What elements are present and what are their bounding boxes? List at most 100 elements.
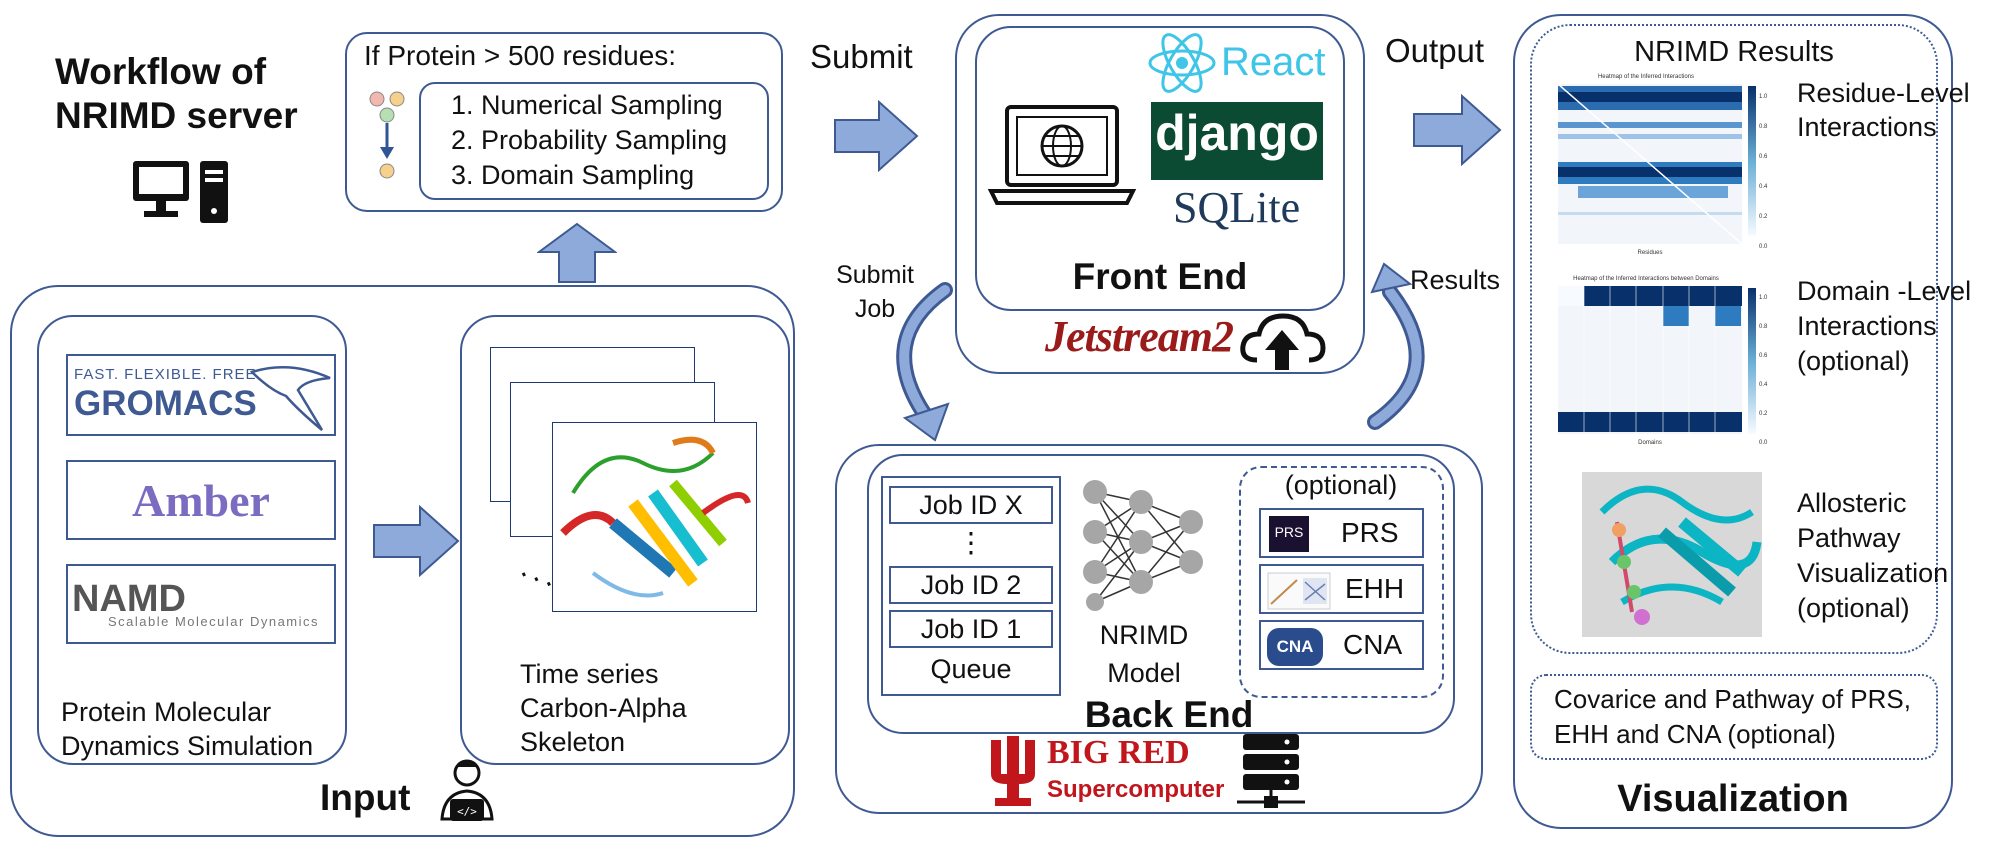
cna-label: CNA xyxy=(1343,629,1403,660)
job-id-2: Job ID 2 xyxy=(889,566,1053,604)
results-label: Results xyxy=(1410,265,1501,295)
optional-title: (optional) xyxy=(1284,470,1398,500)
domain-colorbar-tick: 0.6 xyxy=(1759,353,1768,359)
ehh-thumbnail-icon xyxy=(1267,572,1331,610)
amber-wordmark: Amber xyxy=(132,475,270,526)
submit-job-arrowhead-icon xyxy=(902,402,950,442)
timeseries-caption-line2: Carbon-Alpha xyxy=(520,693,687,723)
backend-label: Back End xyxy=(1084,694,1254,735)
gromacs-wordmark: GROMACS xyxy=(74,384,257,423)
prs-thumbnail-label: PRS xyxy=(1274,524,1304,540)
sqlite-wordmark: SQLite xyxy=(1173,183,1301,232)
pathway-line4: (optional) xyxy=(1797,593,1910,623)
frontend-inner-panel: React django SQLite Front End xyxy=(975,26,1345,311)
page-title-line1: Workflow of xyxy=(55,51,267,92)
sampling-item-1: 1. Numerical Sampling xyxy=(451,90,723,120)
queue-label: Queue xyxy=(930,654,1012,684)
domain-heatmap-colorbar xyxy=(1748,288,1756,434)
svg-text:</>: </> xyxy=(457,805,477,818)
domain-heatmap-xlabel: Domains xyxy=(1638,440,1662,446)
domain-level-line2: Interactions xyxy=(1797,311,1937,341)
django-logo: django xyxy=(1151,102,1323,180)
gromacs-logo: FAST. FLEXIBLE. FREE. GROMACS xyxy=(66,354,336,436)
optional-analysis-panel: (optional) PRS PRS EHH CNA xyxy=(1239,466,1444,698)
sampling-item-2: 2. Probability Sampling xyxy=(451,125,728,155)
results-title: NRIMD Results xyxy=(1634,36,1834,68)
output-arrow-icon xyxy=(1413,94,1502,166)
backend-inner-panel: Job ID X ⋮ Job ID 2 Job ID 1 Queue xyxy=(867,454,1455,735)
domain-colorbar-tick: 0.0 xyxy=(1759,440,1768,446)
allosteric-pathway-image xyxy=(1582,472,1762,637)
gromacs-tagline: FAST. FLEXIBLE. FREE. xyxy=(74,366,262,383)
jetstream-logo: Jetstream2 xyxy=(1045,312,1234,361)
pathway-line3: Visualization xyxy=(1797,558,1949,588)
timeseries-caption-line1: Time series xyxy=(520,659,659,689)
submit-job-line1: Submit xyxy=(836,261,914,289)
sampling-heading: If Protein > 500 residues: xyxy=(364,40,677,71)
visualization-panel: NRIMD Results Heatmap of the Inferred In… xyxy=(1513,14,1971,829)
submit-arrow-icon xyxy=(834,100,919,172)
md-software-panel: FAST. FLEXIBLE. FREE. GROMACS Amber NAMD… xyxy=(37,315,347,765)
up-arrow-icon xyxy=(537,222,617,283)
residue-level-label: Residue-Level Interactions xyxy=(1797,76,1970,144)
user-coding-icon: </> xyxy=(440,759,494,821)
queue-ellipsis: ⋮ xyxy=(957,527,985,558)
supercomputer-wordmark: Supercomputer xyxy=(1047,776,1225,803)
gromacs-bird-icon xyxy=(250,365,331,431)
pathway-line1: Allosteric xyxy=(1797,488,1907,518)
server-rack-icon xyxy=(1237,734,1305,808)
submit-label: Submit xyxy=(810,38,913,75)
django-wordmark: django xyxy=(1155,105,1319,161)
page-title: Workflow of NRIMD server xyxy=(55,50,298,138)
iu-trident-icon xyxy=(991,736,1035,806)
computer-icon xyxy=(133,161,228,223)
simulation-caption-line2: Dynamics Simulation xyxy=(61,731,314,761)
job-id-2-label: Job ID 2 xyxy=(920,570,1022,600)
neural-network-icon xyxy=(1083,480,1203,611)
pathway-line2: Pathway xyxy=(1797,523,1901,553)
protein-ribbon-icon xyxy=(560,436,751,598)
sampling-panel: If Protein > 500 residues: 1. Numerical … xyxy=(345,32,783,212)
covariance-note-text: Covarice and Pathway of PRS, EHH and CNA… xyxy=(1554,682,1911,752)
sampling-node-icon xyxy=(369,91,405,179)
protein-structure-image xyxy=(552,422,757,612)
sampling-list: 1. Numerical Sampling 2. Probability Sam… xyxy=(419,82,769,200)
residue-level-line1: Residue-Level xyxy=(1797,78,1970,108)
residue-colorbar-tick: 0.8 xyxy=(1759,124,1768,130)
namd-wordmark: NAMD xyxy=(72,578,186,620)
pathway-structure-icon xyxy=(1599,485,1762,625)
prs-option: PRS PRS xyxy=(1259,508,1424,558)
simulation-caption-line1: Protein Molecular xyxy=(61,697,272,727)
nrimd-model-caption: NRIMD Model xyxy=(1084,616,1204,692)
input-label: Input xyxy=(320,777,411,818)
amber-logo: Amber xyxy=(66,460,336,540)
namd-logo: NAMD Scalable Molecular Dynamics xyxy=(66,564,336,644)
namd-tagline: Scalable Molecular Dynamics xyxy=(108,614,320,629)
timeseries-panel: ⋱ Time series Carbon-Alpha Skeleton xyxy=(460,315,790,765)
residue-heatmap-colorbar xyxy=(1748,86,1756,236)
residue-heatmap: Heatmap of the Inferred Interactions Res… xyxy=(1546,74,1774,266)
residue-heatmap-xlabel: Residues xyxy=(1637,250,1663,256)
domain-heatmap-title: Heatmap of the Inferred Interactions bet… xyxy=(1573,276,1719,282)
domain-colorbar-tick: 0.2 xyxy=(1759,411,1768,417)
page-title-line2: NRIMD server xyxy=(55,95,298,136)
submit-job-label: Submit Job xyxy=(820,258,930,326)
prs-thumbnail: PRS xyxy=(1269,516,1309,552)
residue-colorbar-tick: 1.0 xyxy=(1759,94,1768,100)
frontend-label: Front End xyxy=(1072,256,1248,297)
residue-colorbar-tick: 0.6 xyxy=(1759,154,1768,160)
domain-level-line3: (optional) xyxy=(1797,346,1910,376)
cna-thumbnail: CNA xyxy=(1267,628,1323,666)
nrimd-results-panel: NRIMD Results Heatmap of the Inferred In… xyxy=(1530,24,1971,654)
output-label: Output xyxy=(1385,32,1485,69)
ehh-option: EHH xyxy=(1259,564,1424,614)
covariance-line2: EHH and CNA (optional) xyxy=(1554,719,1836,749)
residue-colorbar-tick: 0.2 xyxy=(1759,214,1768,220)
domain-level-line1: Domain -Level xyxy=(1797,276,1972,306)
frontend-panel: React django SQLite Front End Jetstream2 xyxy=(955,14,1365,374)
input-arrow-icon xyxy=(373,505,460,577)
residue-colorbar-tick: 0.0 xyxy=(1759,244,1768,250)
cna-option: CNA CNA xyxy=(1259,620,1424,670)
visualization-label: Visualization xyxy=(1617,778,1849,820)
residue-level-line2: Interactions xyxy=(1797,112,1937,142)
